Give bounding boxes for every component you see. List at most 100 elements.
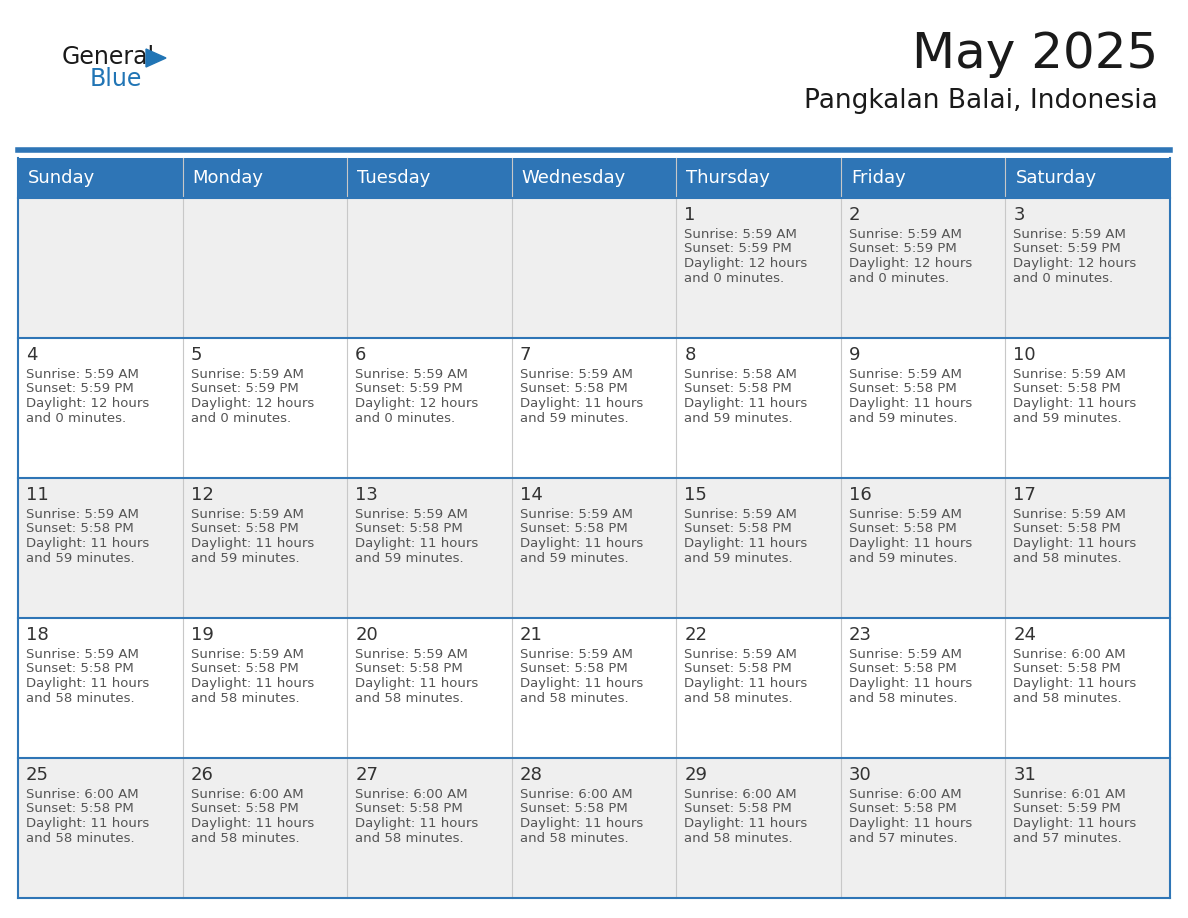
Text: 24: 24 xyxy=(1013,626,1036,644)
Text: Daylight: 12 hours: Daylight: 12 hours xyxy=(1013,257,1137,270)
Text: 9: 9 xyxy=(849,346,860,364)
Text: Daylight: 11 hours: Daylight: 11 hours xyxy=(519,677,643,690)
Text: Daylight: 11 hours: Daylight: 11 hours xyxy=(684,537,808,550)
Text: Sunrise: 5:59 AM: Sunrise: 5:59 AM xyxy=(684,648,797,661)
Text: Sunset: 5:59 PM: Sunset: 5:59 PM xyxy=(684,242,792,255)
Text: Sunset: 5:58 PM: Sunset: 5:58 PM xyxy=(684,663,792,676)
Text: Sunset: 5:58 PM: Sunset: 5:58 PM xyxy=(849,802,956,815)
Text: and 59 minutes.: and 59 minutes. xyxy=(190,552,299,565)
Text: and 59 minutes.: and 59 minutes. xyxy=(849,411,958,424)
Text: 10: 10 xyxy=(1013,346,1036,364)
Text: Daylight: 11 hours: Daylight: 11 hours xyxy=(355,817,479,830)
Text: Sunrise: 5:59 AM: Sunrise: 5:59 AM xyxy=(519,508,632,521)
Text: and 59 minutes.: and 59 minutes. xyxy=(519,552,628,565)
Text: 1: 1 xyxy=(684,206,696,224)
Text: and 58 minutes.: and 58 minutes. xyxy=(1013,691,1121,704)
Text: Sunrise: 6:00 AM: Sunrise: 6:00 AM xyxy=(1013,648,1126,661)
Text: Daylight: 11 hours: Daylight: 11 hours xyxy=(519,817,643,830)
Text: and 0 minutes.: and 0 minutes. xyxy=(190,411,291,424)
Text: Daylight: 11 hours: Daylight: 11 hours xyxy=(190,677,314,690)
Text: and 58 minutes.: and 58 minutes. xyxy=(849,691,958,704)
Text: Sunset: 5:58 PM: Sunset: 5:58 PM xyxy=(190,663,298,676)
Text: 21: 21 xyxy=(519,626,543,644)
Text: 15: 15 xyxy=(684,486,707,504)
Text: Sunset: 5:58 PM: Sunset: 5:58 PM xyxy=(849,383,956,396)
Bar xyxy=(18,618,1170,758)
Text: Daylight: 11 hours: Daylight: 11 hours xyxy=(355,677,479,690)
Text: Sunrise: 5:59 AM: Sunrise: 5:59 AM xyxy=(684,228,797,241)
Text: Sunrise: 6:00 AM: Sunrise: 6:00 AM xyxy=(26,788,139,801)
Text: Sunset: 5:58 PM: Sunset: 5:58 PM xyxy=(1013,663,1121,676)
Text: 18: 18 xyxy=(26,626,49,644)
Text: Daylight: 12 hours: Daylight: 12 hours xyxy=(684,257,808,270)
Text: Daylight: 12 hours: Daylight: 12 hours xyxy=(190,397,314,410)
Text: 11: 11 xyxy=(26,486,49,504)
Text: Sunrise: 6:00 AM: Sunrise: 6:00 AM xyxy=(684,788,797,801)
Text: Sunset: 5:58 PM: Sunset: 5:58 PM xyxy=(190,522,298,535)
Text: Daylight: 11 hours: Daylight: 11 hours xyxy=(190,817,314,830)
Text: 4: 4 xyxy=(26,346,38,364)
Text: 26: 26 xyxy=(190,766,214,784)
Text: 30: 30 xyxy=(849,766,872,784)
Text: Sunset: 5:59 PM: Sunset: 5:59 PM xyxy=(1013,242,1121,255)
Text: Sunset: 5:59 PM: Sunset: 5:59 PM xyxy=(849,242,956,255)
Text: Friday: Friday xyxy=(851,169,905,187)
Text: Daylight: 11 hours: Daylight: 11 hours xyxy=(355,537,479,550)
Text: Sunset: 5:58 PM: Sunset: 5:58 PM xyxy=(26,522,134,535)
Bar xyxy=(18,158,1170,198)
Text: Pangkalan Balai, Indonesia: Pangkalan Balai, Indonesia xyxy=(804,88,1158,114)
Text: Sunrise: 5:59 AM: Sunrise: 5:59 AM xyxy=(849,508,962,521)
Text: 2: 2 xyxy=(849,206,860,224)
Text: Sunrise: 5:59 AM: Sunrise: 5:59 AM xyxy=(190,648,303,661)
Text: Sunrise: 5:59 AM: Sunrise: 5:59 AM xyxy=(684,508,797,521)
Text: 29: 29 xyxy=(684,766,707,784)
Text: Daylight: 11 hours: Daylight: 11 hours xyxy=(849,817,972,830)
Text: Daylight: 12 hours: Daylight: 12 hours xyxy=(849,257,972,270)
Text: Sunset: 5:58 PM: Sunset: 5:58 PM xyxy=(26,663,134,676)
Text: and 59 minutes.: and 59 minutes. xyxy=(26,552,134,565)
Text: and 58 minutes.: and 58 minutes. xyxy=(355,691,463,704)
Bar xyxy=(18,338,1170,478)
Text: 12: 12 xyxy=(190,486,214,504)
Text: Sunrise: 5:59 AM: Sunrise: 5:59 AM xyxy=(355,508,468,521)
Text: 23: 23 xyxy=(849,626,872,644)
Text: Sunrise: 6:00 AM: Sunrise: 6:00 AM xyxy=(519,788,632,801)
Text: Sunrise: 5:59 AM: Sunrise: 5:59 AM xyxy=(1013,508,1126,521)
Text: and 59 minutes.: and 59 minutes. xyxy=(849,552,958,565)
Text: and 59 minutes.: and 59 minutes. xyxy=(684,411,792,424)
Text: Sunrise: 5:59 AM: Sunrise: 5:59 AM xyxy=(849,648,962,661)
Text: Sunrise: 5:59 AM: Sunrise: 5:59 AM xyxy=(519,648,632,661)
Text: Daylight: 11 hours: Daylight: 11 hours xyxy=(1013,817,1137,830)
Text: Tuesday: Tuesday xyxy=(358,169,430,187)
Text: and 58 minutes.: and 58 minutes. xyxy=(519,691,628,704)
Polygon shape xyxy=(146,49,166,67)
Text: 27: 27 xyxy=(355,766,378,784)
Text: 16: 16 xyxy=(849,486,872,504)
Text: 19: 19 xyxy=(190,626,214,644)
Text: Daylight: 11 hours: Daylight: 11 hours xyxy=(519,397,643,410)
Text: and 0 minutes.: and 0 minutes. xyxy=(355,411,455,424)
Text: Sunset: 5:58 PM: Sunset: 5:58 PM xyxy=(26,802,134,815)
Text: Sunset: 5:58 PM: Sunset: 5:58 PM xyxy=(355,802,463,815)
Text: and 58 minutes.: and 58 minutes. xyxy=(190,832,299,845)
Text: Sunrise: 6:01 AM: Sunrise: 6:01 AM xyxy=(1013,788,1126,801)
Text: 14: 14 xyxy=(519,486,543,504)
Text: Daylight: 11 hours: Daylight: 11 hours xyxy=(849,537,972,550)
Text: Saturday: Saturday xyxy=(1016,169,1097,187)
Text: Daylight: 11 hours: Daylight: 11 hours xyxy=(684,677,808,690)
Text: Sunset: 5:58 PM: Sunset: 5:58 PM xyxy=(684,802,792,815)
Text: and 59 minutes.: and 59 minutes. xyxy=(519,411,628,424)
Text: 8: 8 xyxy=(684,346,696,364)
Text: 3: 3 xyxy=(1013,206,1025,224)
Text: Sunrise: 5:58 AM: Sunrise: 5:58 AM xyxy=(684,368,797,381)
Text: Daylight: 11 hours: Daylight: 11 hours xyxy=(190,537,314,550)
Text: 17: 17 xyxy=(1013,486,1036,504)
Text: Sunrise: 5:59 AM: Sunrise: 5:59 AM xyxy=(26,368,139,381)
Text: and 0 minutes.: and 0 minutes. xyxy=(1013,272,1113,285)
Text: 28: 28 xyxy=(519,766,543,784)
Text: Sunset: 5:58 PM: Sunset: 5:58 PM xyxy=(684,383,792,396)
Text: Daylight: 12 hours: Daylight: 12 hours xyxy=(26,397,150,410)
Text: Sunrise: 5:59 AM: Sunrise: 5:59 AM xyxy=(849,368,962,381)
Text: Sunset: 5:58 PM: Sunset: 5:58 PM xyxy=(190,802,298,815)
Text: and 59 minutes.: and 59 minutes. xyxy=(355,552,463,565)
